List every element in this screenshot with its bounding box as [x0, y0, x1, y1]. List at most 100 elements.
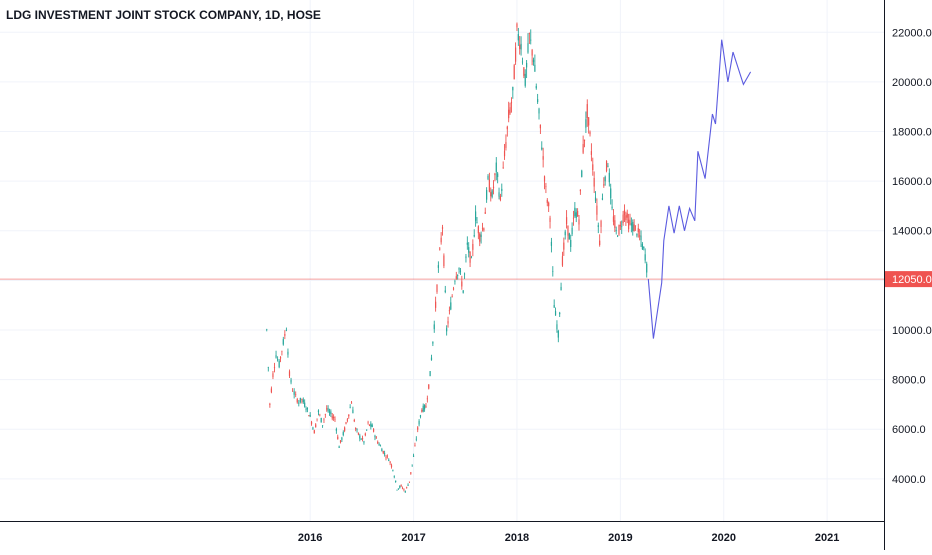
candle-body	[566, 217, 567, 224]
candle-body	[274, 367, 275, 368]
candle-body	[388, 460, 389, 461]
candle-body	[547, 200, 548, 203]
candle-body	[551, 242, 552, 246]
y-tick-label: 14000.0	[892, 226, 932, 238]
candle-body	[268, 367, 269, 368]
candle-body	[341, 438, 342, 440]
candle-body	[493, 187, 494, 188]
candle-body	[577, 211, 578, 216]
candle-body	[329, 411, 330, 412]
candle-body	[355, 428, 356, 429]
candle-body	[618, 225, 619, 234]
candle-body	[552, 271, 553, 272]
candle-body	[605, 177, 606, 182]
candle-body	[310, 415, 311, 417]
candle-body	[340, 440, 341, 442]
candle-body	[403, 489, 404, 490]
candle-body	[427, 398, 428, 399]
candle-body	[271, 388, 272, 392]
candle-body	[286, 330, 287, 331]
candle-body	[589, 132, 590, 134]
candle-body	[569, 233, 570, 239]
candle-body	[432, 342, 433, 344]
candle-body	[525, 74, 526, 86]
candle-body	[534, 65, 535, 72]
candle-body	[431, 358, 432, 361]
candle-body	[475, 211, 476, 220]
candle-body	[266, 329, 267, 330]
candle-body	[594, 178, 595, 187]
candle-body	[487, 176, 488, 179]
candle-body	[497, 173, 498, 177]
candle-body	[450, 302, 451, 309]
candle-body	[620, 225, 621, 226]
candle-body	[387, 456, 388, 457]
candle-body	[599, 241, 600, 245]
candle-body	[399, 486, 400, 488]
candle-body	[623, 215, 624, 223]
candle-body	[301, 399, 302, 400]
candle-body	[645, 254, 646, 260]
y-tick-label: 16000.0	[892, 176, 932, 188]
candle-body	[367, 422, 368, 423]
candle-body	[490, 192, 491, 196]
candle-body	[562, 256, 563, 265]
candle-body	[584, 140, 585, 141]
candle-body	[505, 142, 506, 148]
candle-body	[635, 225, 636, 226]
candle-body	[572, 228, 573, 234]
candle-body	[275, 355, 276, 358]
candle-body	[578, 219, 579, 224]
candle-body	[603, 184, 604, 185]
candle-body	[272, 373, 273, 377]
candle-body	[354, 420, 355, 421]
candle-body	[334, 419, 335, 420]
candle-body	[632, 222, 633, 231]
candle-body	[555, 311, 556, 315]
candle-body	[304, 403, 305, 407]
candle-body	[435, 302, 436, 308]
candle-body	[549, 218, 550, 222]
candle-body	[504, 151, 505, 156]
candle-body	[384, 453, 385, 454]
candle-body	[545, 186, 546, 187]
candle-body	[343, 432, 344, 435]
candle-body	[530, 40, 531, 41]
candle-body	[443, 255, 444, 266]
candle-body	[350, 407, 351, 408]
candle-body	[391, 465, 392, 467]
candle-body	[454, 281, 455, 282]
candle-body	[607, 166, 608, 167]
candle-body	[498, 192, 499, 196]
candle-body	[643, 247, 644, 248]
x-tick-label: 2018	[505, 532, 529, 544]
candle-body	[417, 427, 418, 429]
candle-body	[479, 234, 480, 242]
candle-body	[441, 238, 442, 242]
candle-body	[358, 433, 359, 435]
candle-body	[396, 490, 397, 491]
candle-body	[548, 203, 549, 207]
candle-body	[469, 252, 470, 263]
candle-body	[503, 167, 504, 168]
candle-body	[315, 424, 316, 427]
candle-body	[609, 173, 610, 182]
candle-body	[379, 444, 380, 445]
candle-body	[312, 427, 313, 429]
candle-body	[300, 398, 301, 402]
candle-body	[297, 399, 298, 402]
candle-body	[439, 249, 440, 250]
candle-body	[461, 281, 462, 286]
candle-body	[509, 107, 510, 113]
candle-body	[339, 446, 340, 448]
candle-body	[362, 438, 363, 439]
projection-line	[648, 40, 750, 339]
candle-body	[472, 244, 473, 250]
axis-labels: 4000.06000.08000.010000.012000.014000.01…	[298, 27, 932, 544]
candle-body	[430, 371, 431, 376]
candle-body	[374, 436, 375, 438]
candle-body	[308, 415, 309, 416]
candle-body	[465, 256, 466, 258]
candle-body	[332, 416, 333, 418]
